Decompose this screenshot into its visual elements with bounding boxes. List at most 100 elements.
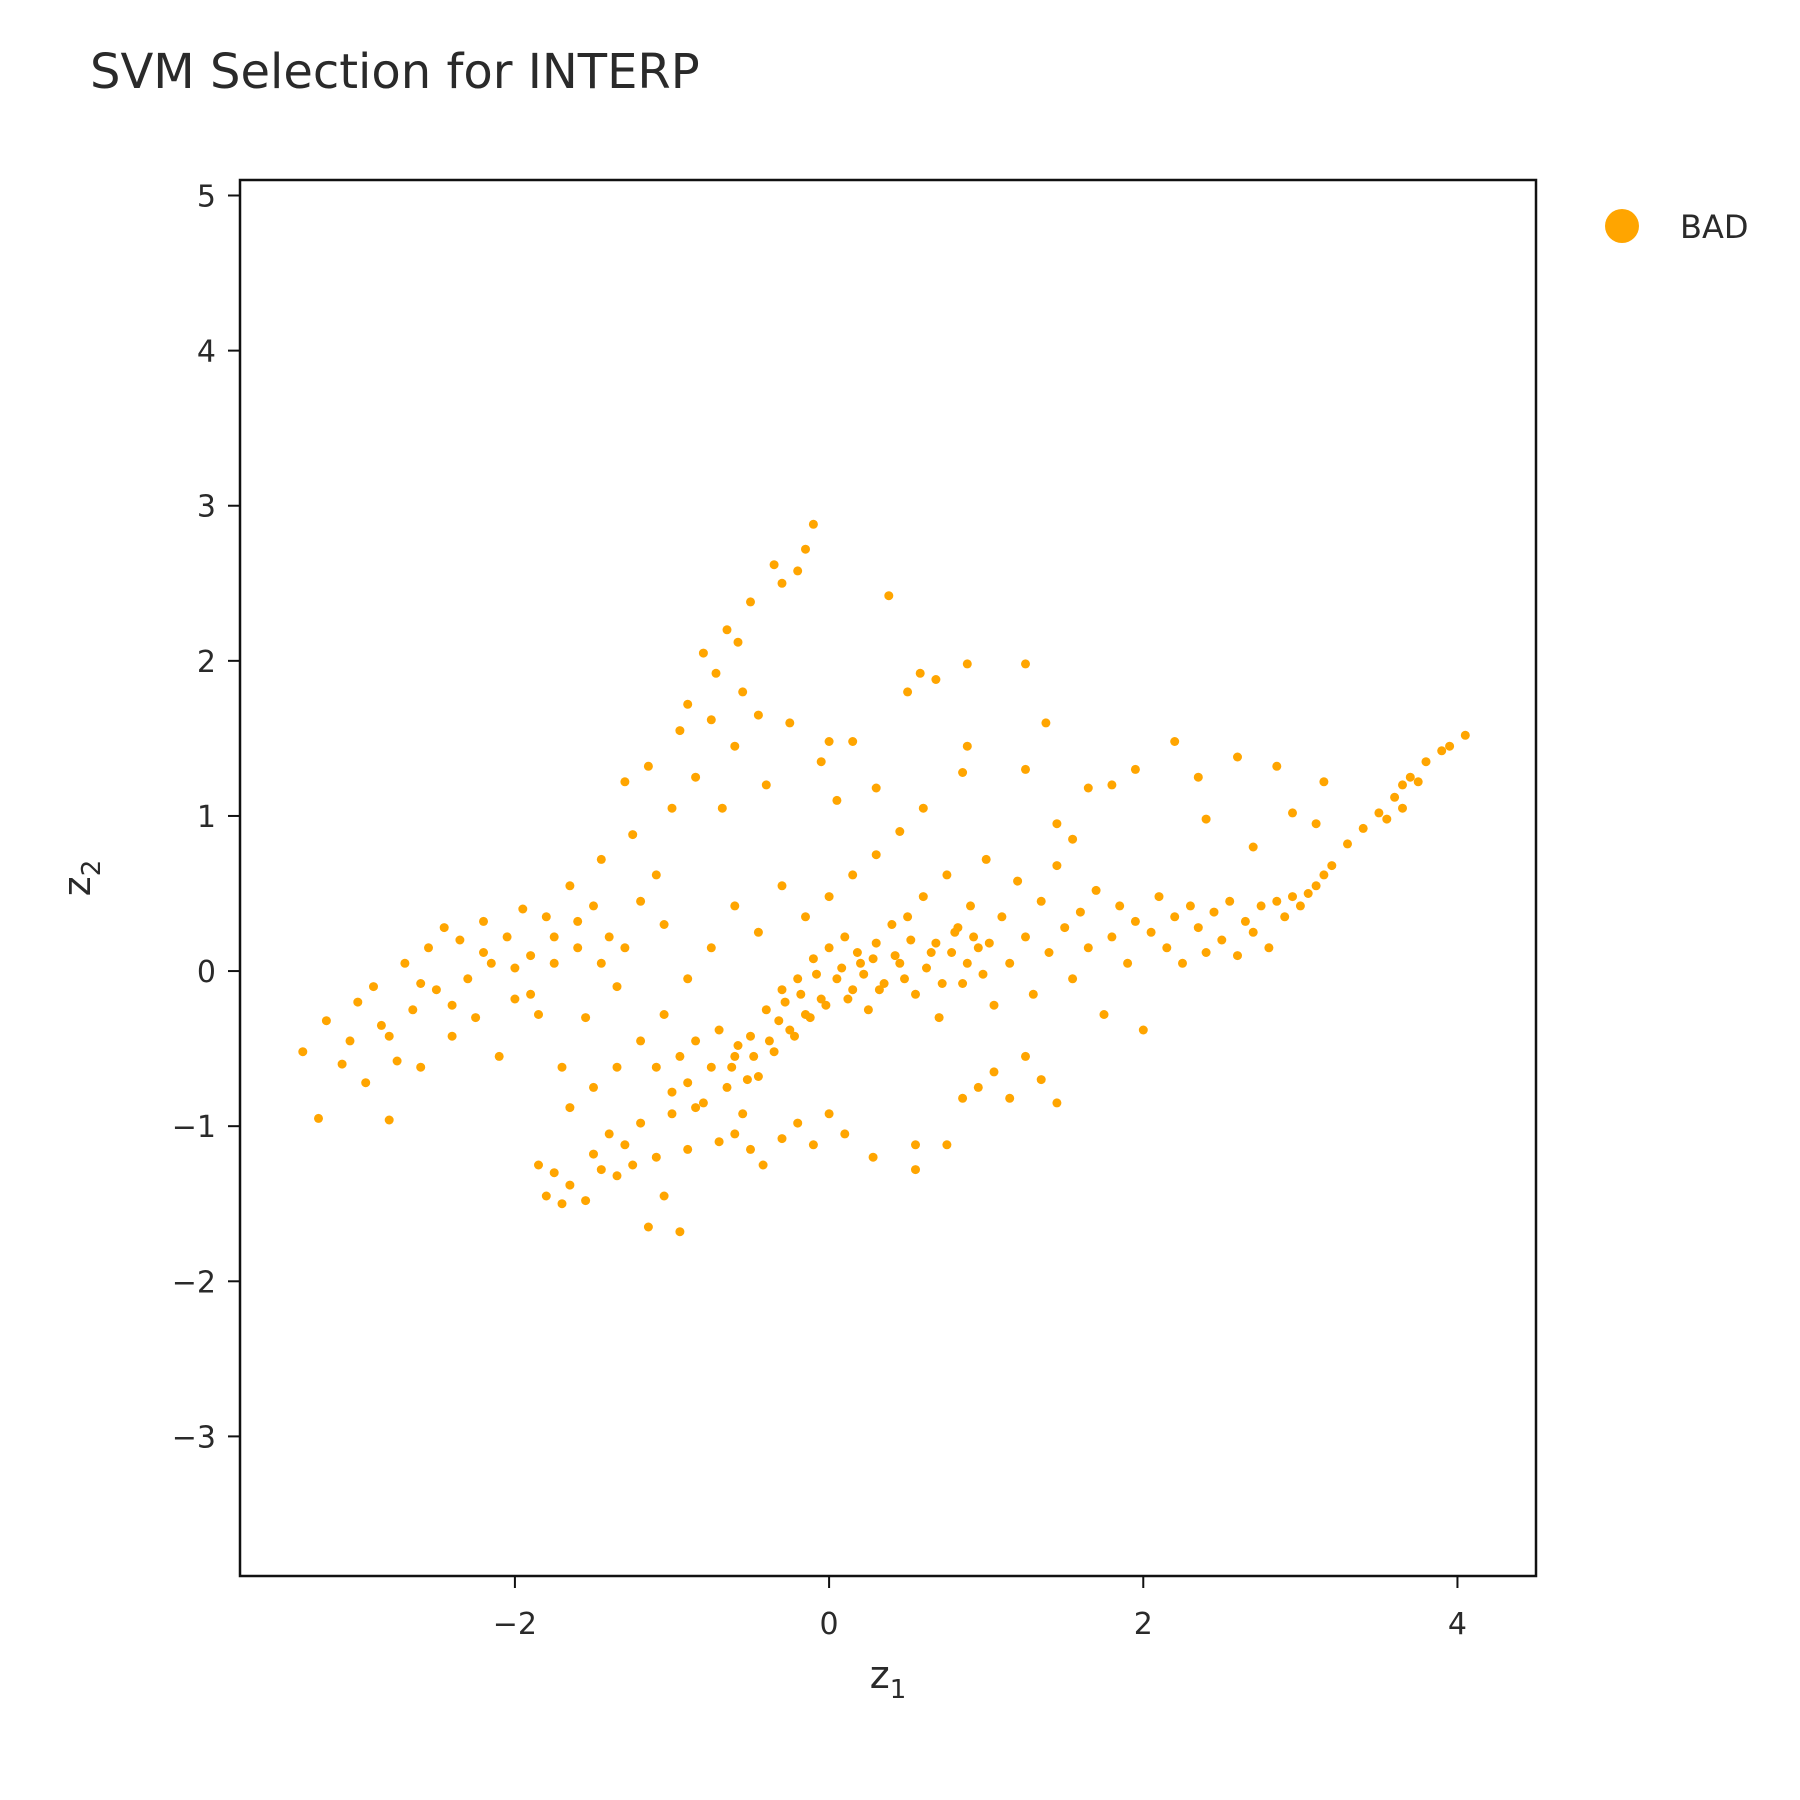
scatter-point — [463, 974, 473, 984]
scatter-point — [345, 1036, 355, 1046]
scatter-point — [1123, 958, 1133, 968]
scatter-point — [1248, 842, 1258, 852]
scatter-point — [1005, 958, 1015, 968]
scatter-point — [1295, 901, 1305, 911]
scatter-point — [714, 1025, 724, 1035]
scatter-point — [628, 830, 638, 840]
scatter-point — [816, 757, 826, 767]
scatter-point — [369, 982, 378, 992]
scatter-point — [962, 659, 972, 669]
scatter-point — [816, 994, 826, 1004]
scatter-point — [565, 1103, 575, 1113]
scatter-point — [1021, 1051, 1030, 1061]
scatter-point — [1327, 861, 1337, 871]
scatter-point — [1209, 907, 1219, 917]
scatter-point — [604, 1129, 614, 1139]
scatter-point — [1052, 861, 1062, 871]
scatter-point — [824, 737, 834, 746]
scatter-point — [997, 912, 1007, 922]
scatter-point — [526, 989, 536, 999]
scatter-point — [1193, 923, 1203, 933]
scatter-point — [1099, 1010, 1109, 1019]
scatter-point — [1107, 780, 1117, 790]
scatter-point — [1130, 916, 1140, 926]
scatter-point — [911, 1165, 920, 1175]
scatter-point — [973, 1082, 983, 1092]
scatter-point — [604, 932, 614, 942]
scatter-point — [727, 1062, 737, 1072]
scatter-point — [1083, 943, 1093, 953]
scatter-point — [1052, 819, 1062, 829]
scatter-point — [918, 892, 928, 902]
scatter-point — [958, 979, 968, 988]
legend[interactable]: BAD — [1605, 208, 1748, 246]
scatter-point — [643, 1222, 653, 1232]
scatter-point — [683, 699, 693, 709]
scatter-point — [1390, 792, 1400, 802]
scatter-point — [1311, 819, 1321, 829]
scatter-point — [887, 920, 897, 929]
scatter-point — [711, 668, 721, 678]
scatter-point — [376, 1020, 386, 1030]
chart-title: SVM Selection for INTERP — [90, 44, 700, 100]
scatter-point — [796, 989, 806, 999]
y-axis-ticks: −3 −2 −1 0 1 2 3 4 5 — [172, 180, 240, 1455]
x-axis-ticks: −2 0 2 4 — [493, 1576, 1467, 1642]
scatter-point — [947, 948, 957, 957]
scatter-point — [541, 1191, 551, 1201]
scatter-point — [698, 1098, 708, 1108]
scatter-point — [706, 715, 716, 725]
scatter-point — [801, 544, 810, 554]
scatter-point — [557, 1062, 567, 1072]
scatter-point — [596, 854, 606, 864]
scatter-point — [589, 1149, 598, 1159]
plot-area-frame — [238, 178, 1538, 1578]
scatter-point — [903, 912, 913, 922]
scatter-point — [805, 1013, 815, 1023]
scatter-point — [636, 1118, 646, 1128]
scatter-point — [534, 1160, 543, 1170]
scatter-point — [337, 1059, 347, 1069]
scatter-point — [510, 994, 520, 1004]
scatter-point — [937, 979, 947, 988]
scatter-point — [785, 718, 795, 728]
scatter-point — [706, 1062, 716, 1072]
scatter-point — [541, 912, 551, 922]
scatter-point — [989, 1000, 999, 1010]
scatter-point — [1225, 896, 1235, 906]
scatter-point — [900, 974, 909, 984]
scatter-point — [1272, 896, 1282, 906]
scatter-point — [812, 969, 821, 979]
scatter-point — [502, 932, 512, 942]
scatter-point — [1005, 1093, 1015, 1103]
scatter-point — [777, 578, 787, 588]
scatter-point — [1280, 912, 1290, 922]
scatter-point — [764, 1036, 774, 1046]
scatter-point — [1460, 730, 1470, 740]
scatter-point — [447, 1000, 457, 1010]
scatter-point — [565, 1180, 575, 1190]
scatter-point — [573, 916, 583, 926]
scatter-point — [758, 1160, 768, 1170]
scatter-point — [1288, 892, 1297, 902]
scatter-point — [612, 982, 622, 992]
scatter-point — [848, 985, 858, 995]
scatter-point — [730, 1051, 740, 1061]
scatter-point — [691, 1036, 701, 1046]
scatter-point — [691, 1103, 701, 1113]
scatter-point — [733, 1041, 743, 1050]
scatter-point — [911, 1140, 920, 1150]
scatter-point — [962, 958, 972, 968]
x-axis-label: z1 — [870, 1653, 907, 1705]
scatter-point — [1044, 948, 1054, 957]
y-tick-label: −1 — [172, 1110, 216, 1145]
scatter-point — [738, 687, 748, 697]
scatter-point — [871, 850, 881, 860]
scatter-point — [573, 943, 583, 953]
scatter-point — [1154, 892, 1164, 902]
scatter-point — [824, 892, 834, 902]
scatter-point — [793, 974, 803, 984]
x-tick-label: 0 — [820, 1607, 839, 1642]
scatter-point — [424, 943, 433, 953]
scatter-point — [774, 1016, 784, 1026]
